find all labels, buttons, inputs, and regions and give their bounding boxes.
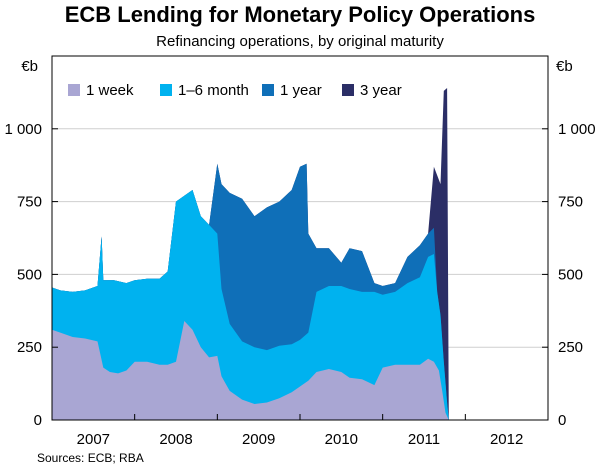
y-tick-label-left: 500: [17, 266, 42, 283]
y-tick-label-left: 0: [34, 412, 42, 429]
legend-label: 1–6 month: [178, 82, 249, 99]
x-tick-label: 2009: [242, 431, 275, 448]
y-tick-label-left: 250: [17, 339, 42, 356]
y-tick-label-right: 500: [558, 266, 583, 283]
y-tick-label-left: 750: [17, 194, 42, 211]
legend: 1 week 1–6 month 1 year 3 year: [68, 82, 402, 99]
x-tick-label: 2011: [408, 431, 440, 448]
left-unit-label: €b: [21, 58, 38, 75]
legend-swatch: [160, 84, 172, 96]
axes: 0 0 250 250 500 500 750 750 1 000 1 000 2007 2008 20…: [4, 55, 596, 448]
area-series-1-6-month: [52, 190, 449, 420]
chart-subtitle: Refinancing operations, by original matu…: [156, 33, 444, 50]
legend-swatch: [262, 84, 274, 96]
legend-label: 1 year: [280, 82, 322, 99]
y-tick-label-right: 0: [558, 412, 566, 429]
y-tick-label-right: 250: [558, 339, 583, 356]
x-tick-label: 2012: [490, 431, 523, 448]
y-tick-label-right: 750: [558, 194, 583, 211]
x-tick-label: 2008: [159, 431, 192, 448]
x-tick-label: 2010: [325, 431, 358, 448]
legend-swatch: [68, 84, 80, 96]
source-note: Sources: ECB; RBA: [37, 451, 144, 465]
chart-title: ECB Lending for Monetary Policy Operatio…: [65, 2, 536, 27]
area-series: [52, 88, 449, 420]
x-tick-label: 2007: [77, 431, 110, 448]
legend-swatch: [342, 84, 354, 96]
y-tick-label-left: 1 000: [4, 121, 42, 138]
legend-label: 3 year: [360, 82, 402, 99]
y-tick-label-right: 1 000: [558, 121, 596, 138]
legend-label: 1 week: [86, 82, 134, 99]
right-unit-label: €b: [556, 58, 573, 75]
area-series-1-week: [52, 321, 449, 420]
